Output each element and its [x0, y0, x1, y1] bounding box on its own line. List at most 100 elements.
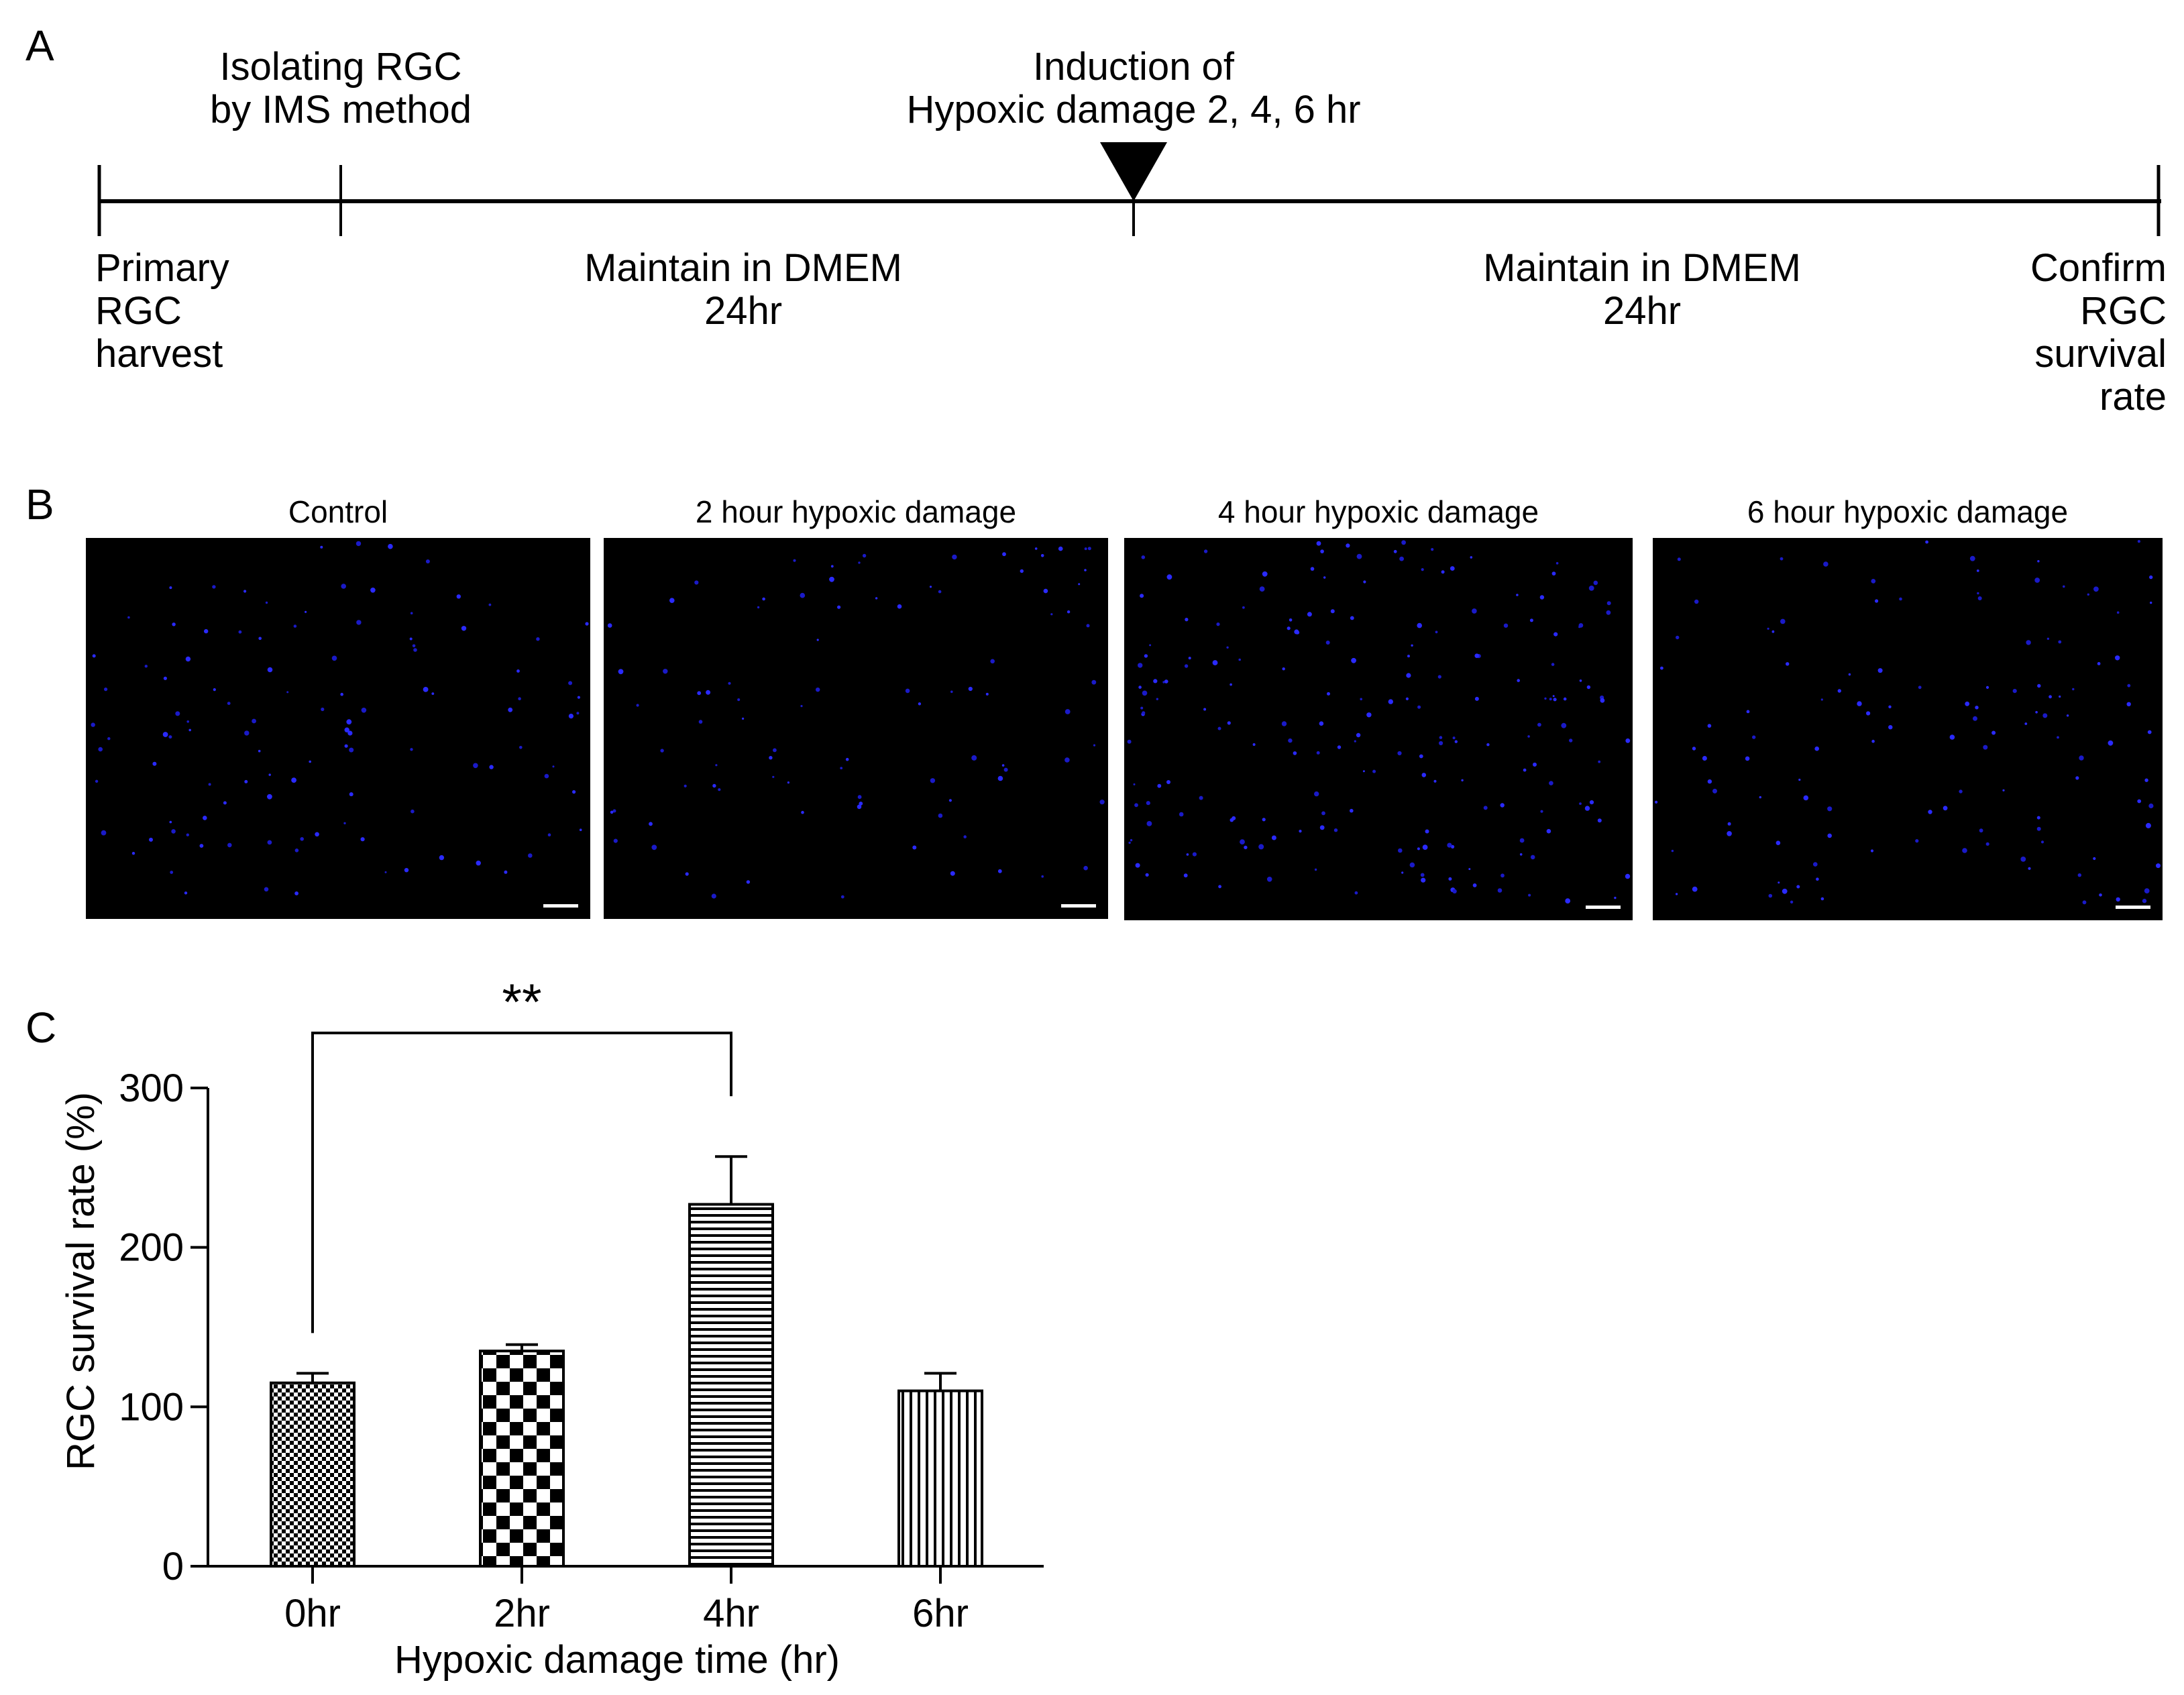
cell-nucleus: [2026, 640, 2031, 645]
cell-nucleus: [1625, 738, 1631, 743]
cell-nucleus: [2156, 863, 2161, 869]
cell-nucleus: [1366, 712, 1372, 718]
cell-nucleus: [184, 891, 188, 895]
cell-nucleus: [1820, 698, 1823, 701]
cell-nucleus: [95, 779, 99, 783]
cell-nucleus: [1087, 547, 1091, 551]
cell-nucleus: [356, 620, 362, 625]
bar-0hr: [270, 1381, 356, 1568]
cell-nucleus: [1314, 791, 1319, 797]
cell-nucleus: [1677, 557, 1681, 561]
cell-nucleus: [1771, 630, 1775, 633]
cell-nucleus: [1544, 697, 1547, 700]
cell-nucleus: [107, 737, 111, 741]
cell-nucleus: [1319, 825, 1325, 830]
cell-nucleus: [2126, 702, 2131, 706]
cell-nucleus: [1146, 821, 1152, 826]
cell-nucleus: [2036, 826, 2041, 831]
cell-nucleus: [1702, 756, 1707, 761]
cell-nucleus: [1166, 780, 1170, 784]
cell-nucleus: [388, 543, 393, 549]
cell-nucleus: [1798, 778, 1801, 781]
cell-nucleus: [91, 722, 95, 727]
cell-nucleus: [918, 702, 922, 706]
cell-nucleus: [1354, 740, 1356, 743]
cell-nucleus: [1483, 806, 1488, 810]
cell-nucleus: [715, 764, 718, 767]
cell-nucleus: [171, 829, 176, 834]
y-tick-label: 300: [119, 1067, 184, 1110]
significance-bracket: [311, 1032, 732, 1333]
cell-nucleus: [1401, 871, 1404, 874]
cell-nucleus: [1325, 641, 1330, 645]
cell-nucleus: [384, 871, 387, 873]
cell-nucleus: [1133, 783, 1136, 785]
cell-nucleus: [1625, 873, 1631, 879]
image-title-4hr: 4 hour hypoxic damage: [1217, 494, 1539, 529]
cell-nucleus: [1707, 779, 1712, 784]
cell-nucleus: [585, 622, 589, 626]
cell-nucleus: [1086, 624, 1090, 628]
cell-nucleus: [1144, 654, 1148, 658]
cell-nucleus: [1226, 646, 1229, 649]
cell-nucleus: [1588, 586, 1594, 591]
cell-nucleus: [1192, 852, 1197, 857]
cell-nucleus: [244, 779, 248, 783]
cell-nucleus: [1319, 721, 1324, 726]
cell-nucleus: [2149, 575, 2153, 580]
cell-nucleus: [404, 868, 409, 873]
cell-nucleus: [1146, 801, 1150, 806]
cell-nucleus: [1409, 862, 1415, 868]
cell-nucleus: [104, 688, 108, 692]
cell-nucleus: [410, 748, 413, 751]
cell-nucleus: [1327, 692, 1330, 696]
cell-nucleus: [1584, 806, 1590, 811]
cell-nucleus: [1179, 812, 1184, 817]
image-title-2hr: 2 hour hypoxic damage: [695, 494, 1017, 529]
cell-nucleus: [1549, 781, 1553, 785]
cell-nucleus: [1767, 627, 1769, 630]
cell-nucleus: [1064, 709, 1071, 714]
cell-nucleus: [579, 828, 582, 831]
cell-nucleus: [1474, 696, 1479, 701]
x-tick-label: 6hr: [912, 1592, 969, 1635]
cell-nucleus: [698, 720, 703, 724]
cell-nucleus: [1991, 730, 1996, 735]
cell-nucleus: [144, 665, 148, 668]
cell-nucleus: [1523, 768, 1527, 772]
cell-nucleus: [2116, 897, 2120, 902]
cell-nucleus: [1614, 896, 1617, 899]
cell-nucleus: [1259, 586, 1265, 592]
cell-nucleus: [663, 669, 668, 674]
cell-nucleus: [1001, 764, 1005, 767]
cell-nucleus: [1437, 675, 1441, 679]
bar-4hr: [688, 1203, 774, 1568]
cell-nucleus: [1203, 708, 1207, 711]
cell-nucleus: [1782, 888, 1788, 894]
cell-nucleus: [669, 598, 675, 603]
cell-nucleus: [1230, 683, 1232, 686]
cell-nucleus: [1976, 569, 1979, 572]
cell-nucleus: [1533, 762, 1537, 767]
cell-nucleus: [1918, 686, 1922, 690]
cell-nucleus: [212, 585, 216, 589]
cell-nucleus: [1166, 574, 1172, 580]
cell-nucleus: [1441, 570, 1445, 574]
cell-nucleus: [1099, 800, 1105, 805]
x-tick-label: 4hr: [703, 1592, 759, 1635]
cell-nucleus: [857, 804, 862, 810]
cell-nucleus: [1949, 734, 1955, 740]
panel-a-label: A: [25, 21, 54, 70]
cell-nucleus: [1199, 796, 1203, 800]
cell-nucleus: [1814, 746, 1819, 751]
cell-nucleus: [1307, 612, 1312, 617]
cell-nucleus: [370, 588, 376, 593]
cell-nucleus: [1003, 767, 1008, 772]
cell-nucleus: [1973, 716, 1977, 721]
cell-nucleus: [360, 837, 365, 842]
cell-nucleus: [1439, 741, 1443, 746]
cell-nucleus: [1796, 885, 1800, 889]
cell-nucleus: [227, 842, 232, 848]
cell-nucleus: [186, 833, 189, 836]
cell-nucleus: [1399, 556, 1404, 561]
